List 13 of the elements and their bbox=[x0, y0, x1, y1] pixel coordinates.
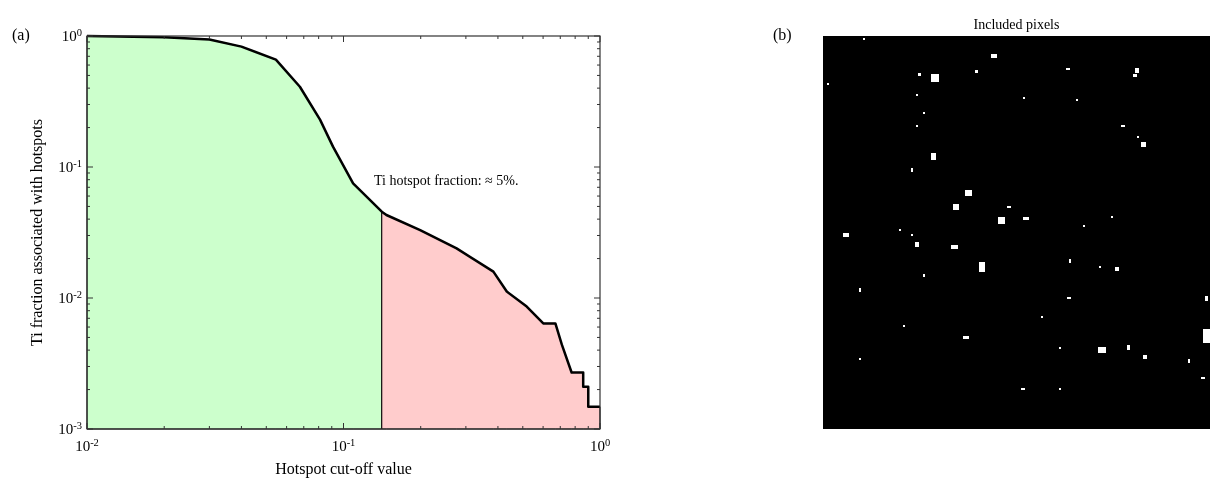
x-tick-label: 10$^{0}$ bbox=[589, 436, 611, 454]
x-axis-title: Hotspot cut-off value bbox=[275, 460, 412, 478]
y-tick-label: 10$^{0}$ bbox=[61, 26, 82, 44]
text: (b) bbox=[773, 26, 792, 44]
x-tick-label: 10$^{-1}$ bbox=[331, 436, 356, 454]
annotation: Ti hotspot fraction: ≈ 5%. bbox=[374, 173, 519, 188]
x-tick-label: 10$^{-2}$ bbox=[75, 436, 99, 454]
text: (a) bbox=[12, 26, 30, 44]
y-tick-label: 10$^{-2}$ bbox=[58, 288, 82, 306]
y-axis-title: Ti fraction associated with hotspots bbox=[28, 119, 46, 346]
text: Included pixels bbox=[973, 17, 1060, 32]
y-tick-label: 10$^{-3}$ bbox=[58, 419, 82, 437]
y-tick-label: 10$^{-1}$ bbox=[58, 157, 82, 175]
